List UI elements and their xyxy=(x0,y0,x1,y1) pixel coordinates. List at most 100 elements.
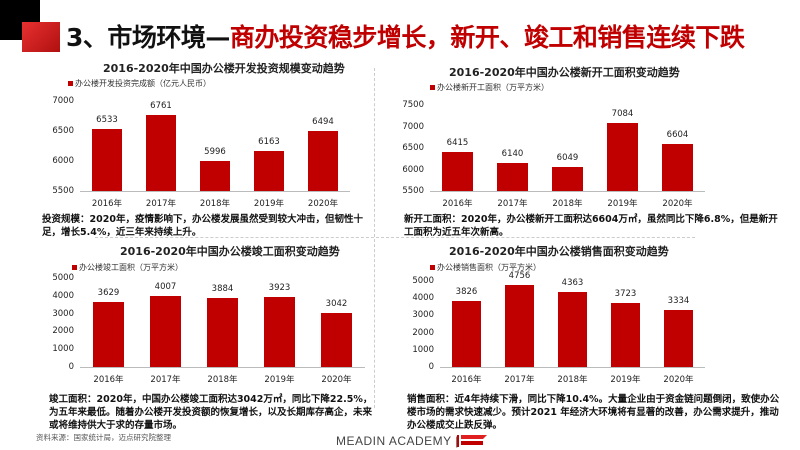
bar-2017 xyxy=(146,115,176,191)
x-tick-label: 2019年 xyxy=(253,199,285,209)
bar-2018 xyxy=(552,167,583,191)
y-tick-label: 5000 xyxy=(412,276,434,286)
note-new-construction: 新开工面积：2020年，办公楼新开工面积达6604万㎡，虽然同比下降6.8%，但… xyxy=(404,214,778,238)
decor-red-square xyxy=(22,22,60,52)
value-label: 6163 xyxy=(258,137,280,148)
y-tick-label: 2000 xyxy=(412,327,434,338)
horizontal-divider xyxy=(95,237,695,238)
y-tick-label: 6000 xyxy=(402,164,424,175)
y-tick-label: 4000 xyxy=(412,293,434,304)
x-axis-line xyxy=(80,367,365,368)
bar-2016 xyxy=(442,151,473,191)
x-tick-label: 2017年 xyxy=(145,199,177,209)
note-sales: 销售面积：近4年持续下滑，同比下降10.4%。大量企业由于资金链问题倒闭，致使办… xyxy=(407,394,780,431)
title-prefix: 3、市场环境— xyxy=(66,23,230,52)
source-note: 资料来源：国家统计局，迈点研究院整理 xyxy=(36,433,171,442)
y-tick-label: 5000 xyxy=(52,273,74,283)
bar-2020 xyxy=(308,131,338,191)
value-label: 3884 xyxy=(211,283,234,294)
chart-legend: 办公楼开发投资完成额（亿元人民币） xyxy=(68,78,211,89)
legend-swatch xyxy=(430,265,435,270)
x-axis-line xyxy=(80,191,350,192)
y-tick-label: 3000 xyxy=(52,308,74,319)
chart-legend: 办公楼竣工面积（万平方米） xyxy=(72,262,183,273)
bar-2019 xyxy=(610,302,641,367)
chart-title: 2016-2020年中国办公楼开发投资规模变动趋势 xyxy=(103,62,345,75)
x-tick-label: 2019年 xyxy=(610,375,641,385)
x-tick-label: 2020年 xyxy=(321,375,352,385)
value-label: 3042 xyxy=(325,298,348,309)
value-label: 6761 xyxy=(150,101,172,112)
value-label: 7084 xyxy=(611,108,634,119)
bar-2016 xyxy=(92,129,122,191)
chart-legend: 办公楼销售面积（万平方米） xyxy=(430,262,541,273)
x-tick-label: 2017年 xyxy=(150,375,181,385)
y-tick-label: 4000 xyxy=(52,290,74,301)
legend-swatch xyxy=(72,265,77,270)
legend-swatch xyxy=(430,85,435,90)
title-highlight: 商办投资稳步增长，新开、竣工和销售连续下跌 xyxy=(229,23,745,52)
y-tick-label: 1000 xyxy=(412,344,434,355)
chart-title: 2016-2020年中国办公楼新开工面积变动趋势 xyxy=(449,66,680,79)
footer-brand: MEADIN ACADEMY | xyxy=(336,434,459,448)
bar-2019 xyxy=(254,151,284,191)
legend-swatch xyxy=(68,81,73,86)
value-label: 6533 xyxy=(96,115,118,126)
value-label: 3334 xyxy=(667,295,690,306)
chart-title: 2016-2020年中国办公楼竣工面积变动趋势 xyxy=(120,245,340,258)
y-tick-label: 0 xyxy=(68,362,74,372)
value-label: 6140 xyxy=(501,149,524,160)
y-tick-label: 6500 xyxy=(52,126,74,136)
x-tick-label: 2020年 xyxy=(307,199,339,209)
bar-2016 xyxy=(92,302,125,367)
y-tick-label: 2000 xyxy=(52,326,74,337)
x-tick-label: 2016年 xyxy=(451,375,482,385)
y-tick-label: 7000 xyxy=(402,121,424,132)
x-tick-label: 2018年 xyxy=(557,375,588,385)
bar-2018 xyxy=(557,291,588,367)
value-label: 6604 xyxy=(666,129,689,140)
x-tick-label: 2016年 xyxy=(93,375,124,385)
x-tick-label: 2020年 xyxy=(663,375,694,385)
y-tick-label: 5500 xyxy=(402,186,424,196)
bar-2017 xyxy=(149,295,182,367)
bar-2020 xyxy=(662,143,693,191)
note-investment: 投资规模：2020年，疫情影响下，办公楼发展虽然受到较大冲击，但韧性十足，增长5… xyxy=(42,214,363,238)
x-tick-label: 2017年 xyxy=(504,375,535,385)
y-tick-label: 6500 xyxy=(402,143,424,153)
legend-label: 办公楼竣工面积（万平方米） xyxy=(79,263,183,272)
x-tick-label: 2018年 xyxy=(207,375,238,385)
value-label: 6494 xyxy=(312,117,334,128)
x-axis-line xyxy=(430,191,705,192)
y-tick-label: 3000 xyxy=(412,310,434,321)
y-tick-label: 0 xyxy=(428,362,434,372)
y-tick-label: 7500 xyxy=(402,100,424,110)
value-label: 6049 xyxy=(556,153,579,164)
x-tick-label: 2016年 xyxy=(442,199,473,209)
value-label: 4007 xyxy=(154,281,177,292)
bar-2018 xyxy=(206,297,239,367)
note-completion: 竣工面积：2020年，中国办公楼竣工面积达3042万㎡，同比下降22.5%，为五… xyxy=(49,394,373,431)
chart-title: 2016-2020年中国办公楼销售面积变动趋势 xyxy=(449,245,669,258)
bar-2016 xyxy=(451,301,482,367)
value-label: 6415 xyxy=(446,137,469,148)
y-tick-label: 1000 xyxy=(52,344,74,355)
bar-2019 xyxy=(263,297,296,367)
value-label: 3826 xyxy=(455,287,478,298)
bar-2017 xyxy=(504,285,535,367)
y-tick-label: 6000 xyxy=(52,156,74,166)
x-tick-label: 2018年 xyxy=(199,199,231,209)
chart-legend: 办公楼新开工面积（万平方米） xyxy=(430,82,549,93)
value-label: 3723 xyxy=(614,288,637,299)
x-tick-label: 2019年 xyxy=(607,199,638,209)
legend-label: 办公楼销售面积（万平方米） xyxy=(437,263,541,272)
value-label: 5996 xyxy=(204,147,226,158)
bar-2020 xyxy=(320,312,353,367)
bar-2019 xyxy=(607,122,638,191)
x-tick-label: 2016年 xyxy=(91,199,123,209)
value-label: 4756 xyxy=(508,271,531,282)
x-tick-label: 2020年 xyxy=(662,199,693,209)
x-tick-label: 2018年 xyxy=(552,199,583,209)
page-title: 3、市场环境—商办投资稳步增长，新开、竣工和销售连续下跌 xyxy=(66,18,745,54)
y-tick-label: 7000 xyxy=(52,96,74,106)
